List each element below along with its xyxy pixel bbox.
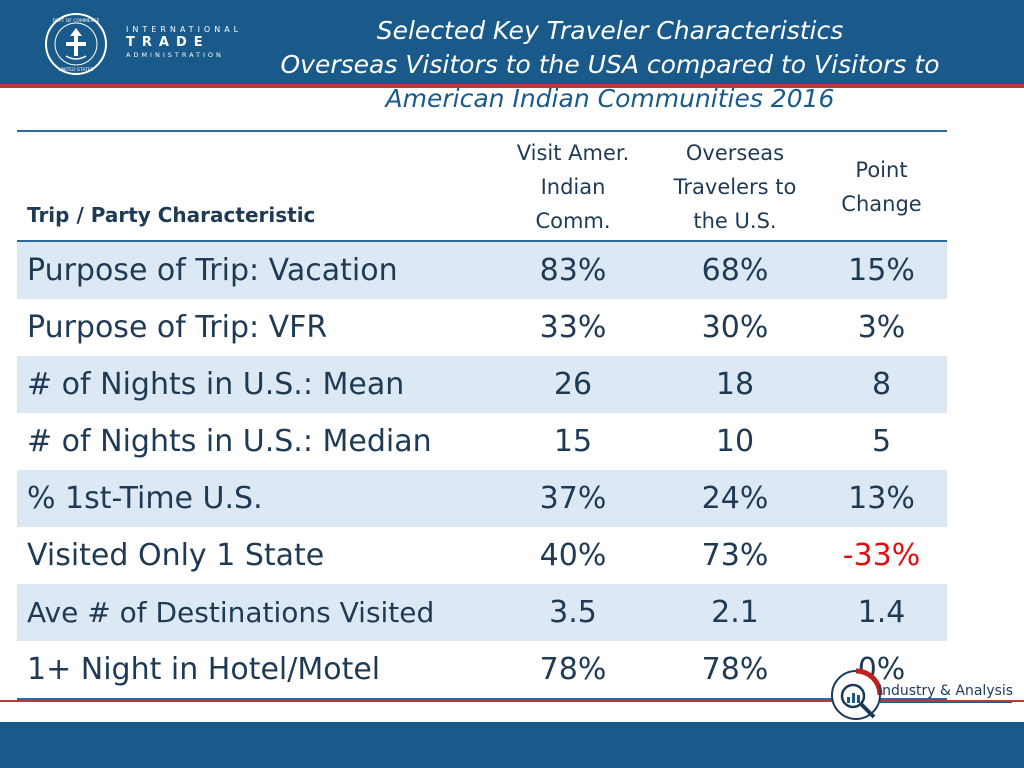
cell-overseas: 73% xyxy=(701,538,769,573)
page-title: Selected Key Traveler Characteristics Ov… xyxy=(270,14,950,116)
column-header-aic: Visit Amer. Indian Comm. xyxy=(492,130,654,242)
ita-logo-line1: INTERNATIONAL xyxy=(126,25,243,34)
table-header-row: Trip / Party Characteristic Visit Amer. … xyxy=(17,130,947,242)
cell-aic: 3.5 xyxy=(492,584,654,641)
cell-aic: 40% xyxy=(539,538,607,573)
table-row: Ave # of Destinations Visited 3.5 2.1 1.… xyxy=(17,584,947,641)
cell-change: 13% xyxy=(816,470,947,527)
column-header-aic-line: Comm. xyxy=(535,209,611,233)
column-header-change-line: Change xyxy=(841,192,922,216)
cell-overseas: 24% xyxy=(654,470,816,527)
cell-aic: 15 xyxy=(553,424,593,459)
column-header-overseas: Overseas Travelers to the U.S. xyxy=(654,130,816,242)
footer-band xyxy=(0,722,1024,768)
row-label: Ave # of Destinations Visited xyxy=(17,584,492,641)
column-header-overseas-line: the U.S. xyxy=(693,209,777,233)
row-label: Purpose of Trip: Vacation xyxy=(17,241,492,299)
header-accent-line xyxy=(0,84,1024,88)
svg-text:UNITED STATES: UNITED STATES xyxy=(59,67,94,73)
title-line-3: American Indian Communities 2016 xyxy=(385,84,835,113)
row-label: 1+ Night in Hotel/Motel xyxy=(17,641,492,700)
table-row: # of Nights in U.S.: Median 15 10 5 xyxy=(17,413,947,470)
column-header-aic-line: Indian xyxy=(540,175,606,199)
cell-overseas: 30% xyxy=(701,310,769,345)
ita-logo: INTERNATIONAL TRADE ADMINISTRATION xyxy=(126,24,242,60)
table-row: 1+ Night in Hotel/Motel 78% 78% 0% xyxy=(17,641,947,700)
column-header-overseas-line: Overseas xyxy=(685,141,785,165)
cell-change: 15% xyxy=(816,241,947,299)
table-row: Visited Only 1 State 40% 73% -33% xyxy=(17,527,947,584)
table-row: Purpose of Trip: VFR 33% 30% 3% xyxy=(17,299,947,356)
cell-aic: 83% xyxy=(492,241,654,299)
row-label: % 1st-Time U.S. xyxy=(17,470,492,527)
footer-accent-line xyxy=(0,700,1024,702)
industry-analysis-logo-icon xyxy=(831,668,883,720)
cell-change-negative: -33% xyxy=(842,538,921,573)
cell-aic: 33% xyxy=(539,310,607,345)
cell-overseas: 2.1 xyxy=(654,584,816,641)
cell-overseas: 78% xyxy=(654,641,816,700)
cell-change: 5 xyxy=(871,424,892,459)
row-label: Purpose of Trip: VFR xyxy=(27,310,328,345)
column-header-point-change: Point Change xyxy=(816,130,947,242)
table-row: Purpose of Trip: Vacation 83% 68% 15% xyxy=(17,241,947,299)
cell-change: 8 xyxy=(816,356,947,413)
cell-overseas: 68% xyxy=(654,241,816,299)
row-label: Visited Only 1 State xyxy=(27,538,325,573)
characteristics-table: Trip / Party Characteristic Visit Amer. … xyxy=(17,130,947,700)
column-header-characteristic: Trip / Party Characteristic xyxy=(17,130,492,242)
cell-overseas: 10 xyxy=(715,424,755,459)
cell-change: 1.4 xyxy=(816,584,947,641)
cell-overseas: 18 xyxy=(654,356,816,413)
table-row: # of Nights in U.S.: Mean 26 18 8 xyxy=(17,356,947,413)
cell-aic: 26 xyxy=(492,356,654,413)
ita-logo-line2: TRADE xyxy=(126,35,210,50)
industry-analysis-label: Industry & Analysis xyxy=(878,683,1014,699)
header-band xyxy=(0,0,1024,84)
row-label: # of Nights in U.S.: Median xyxy=(27,424,432,459)
cell-aic: 78% xyxy=(492,641,654,700)
table-row: % 1st-Time U.S. 37% 24% 13% xyxy=(17,470,947,527)
column-header-overseas-line: Travelers to xyxy=(673,175,797,199)
column-header-change-line: Point xyxy=(855,158,908,182)
title-line-1: Selected Key Traveler Characteristics xyxy=(376,16,844,45)
title-line-2: Overseas Visitors to the USA compared to… xyxy=(280,50,940,79)
svg-text:DEPT OF COMMERCE: DEPT OF COMMERCE xyxy=(53,18,100,24)
column-header-aic-line: Visit Amer. xyxy=(516,141,630,165)
industry-analysis-underline xyxy=(878,702,1012,703)
cell-change: 3% xyxy=(857,310,906,345)
cell-aic: 37% xyxy=(492,470,654,527)
ita-logo-line3: ADMINISTRATION xyxy=(126,51,224,59)
commerce-seal-icon: DEPT OF COMMERCE UNITED STATES xyxy=(45,13,107,75)
row-label: # of Nights in U.S.: Mean xyxy=(17,356,492,413)
